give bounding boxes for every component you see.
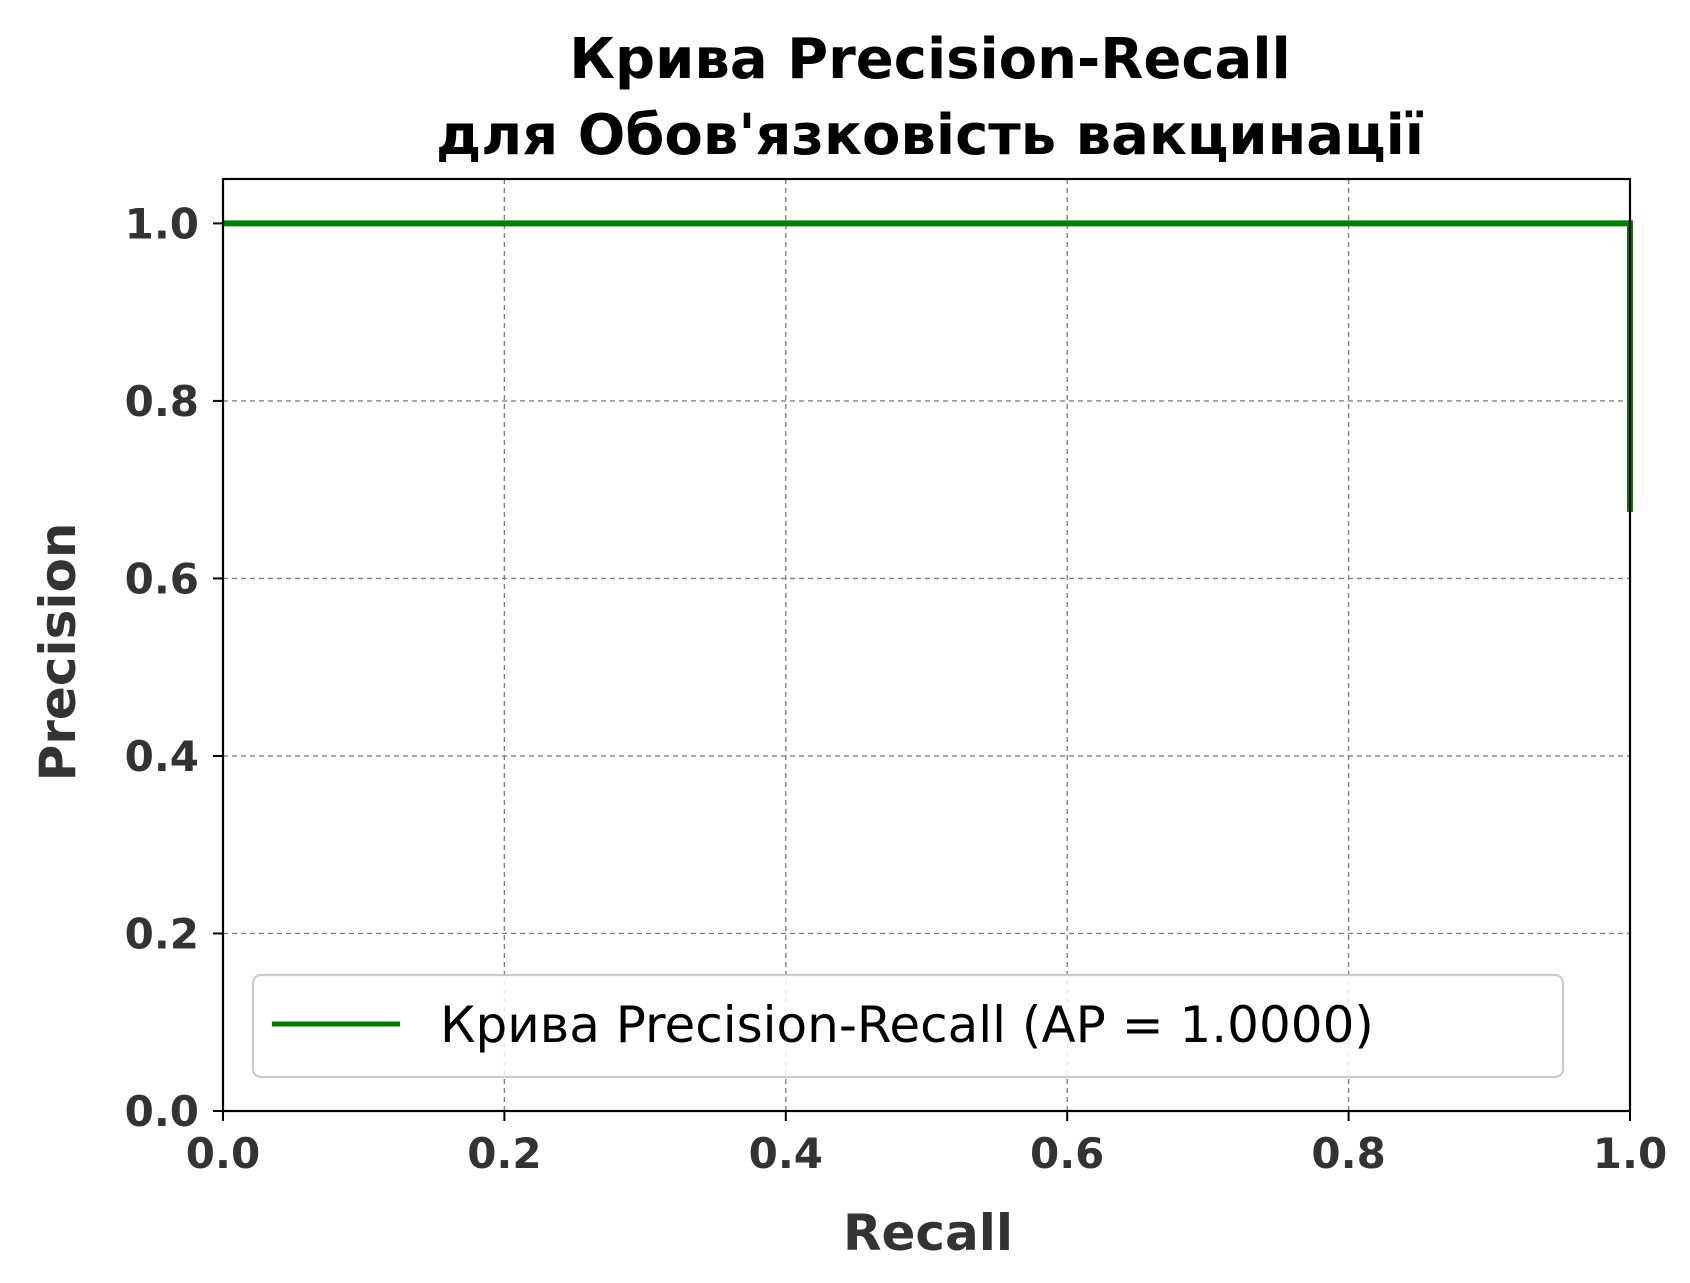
y-tick-label: 0.8 [125,377,199,426]
y-tick-label: 0.2 [125,909,199,958]
legend-entry-label: Крива Precision-Recall (AP = 1.0000) [440,996,1374,1054]
y-axis-label: Precision [29,523,87,782]
x-tick-label: 0.8 [1311,1129,1385,1178]
x-tick-label: 1.0 [1593,1129,1667,1178]
grid-lines [223,179,1630,1111]
x-tick-label: 0.4 [749,1129,823,1178]
axis-ticks: 0.0 0.2 0.4 0.6 0.8 1.0 0.0 0.2 0.4 0.6 0.8 1.0 [125,199,1668,1178]
y-tick-label: 1.0 [125,199,199,248]
legend-box [251,973,1565,1079]
chart-title-line2: для Обов'язковість вакцинації [436,103,1424,168]
plot-frame [221,177,1632,1113]
chart-title-line1: Крива Precision-Recall [569,27,1290,92]
y-tick-label: 0.0 [125,1087,199,1136]
y-tick-label: 0.4 [125,732,199,781]
x-tick-label: 0.2 [467,1129,541,1178]
legend: Крива Precision-Recall (AP = 1.0000) [251,973,1565,1079]
x-tick-label: 0.6 [1030,1129,1104,1178]
x-axis-label: Recall [843,1204,1013,1262]
y-tick-label: 0.6 [125,554,199,603]
x-tick-label: 0.0 [186,1129,260,1178]
